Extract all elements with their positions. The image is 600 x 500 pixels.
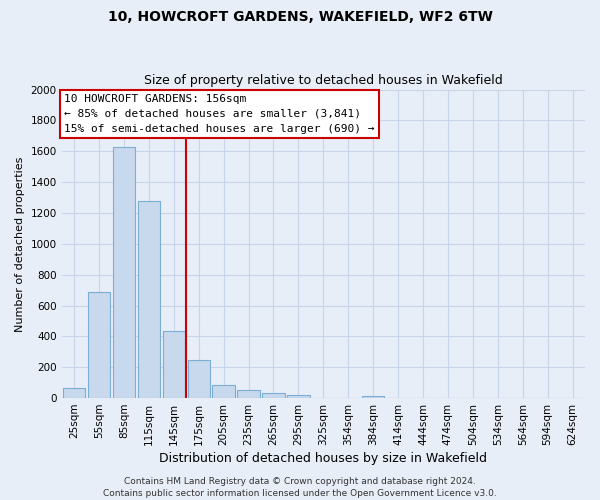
Bar: [88, 292, 110, 398]
Bar: [262, 394, 285, 398]
Title: Size of property relative to detached houses in Wakefield: Size of property relative to detached ho…: [144, 74, 503, 87]
Text: 10 HOWCROFT GARDENS: 156sqm
← 85% of detached houses are smaller (3,841)
15% of : 10 HOWCROFT GARDENS: 156sqm ← 85% of det…: [64, 94, 375, 134]
Bar: [238, 390, 260, 398]
Bar: [137, 200, 160, 398]
Bar: [362, 396, 385, 398]
Text: 10, HOWCROFT GARDENS, WAKEFIELD, WF2 6TW: 10, HOWCROFT GARDENS, WAKEFIELD, WF2 6TW: [107, 10, 493, 24]
Bar: [188, 360, 210, 398]
X-axis label: Distribution of detached houses by size in Wakefield: Distribution of detached houses by size …: [160, 452, 487, 465]
Bar: [212, 385, 235, 398]
Bar: [287, 395, 310, 398]
Bar: [63, 388, 85, 398]
Bar: [113, 146, 135, 398]
Bar: [163, 331, 185, 398]
Text: Contains HM Land Registry data © Crown copyright and database right 2024.
Contai: Contains HM Land Registry data © Crown c…: [103, 476, 497, 498]
Y-axis label: Number of detached properties: Number of detached properties: [15, 156, 25, 332]
